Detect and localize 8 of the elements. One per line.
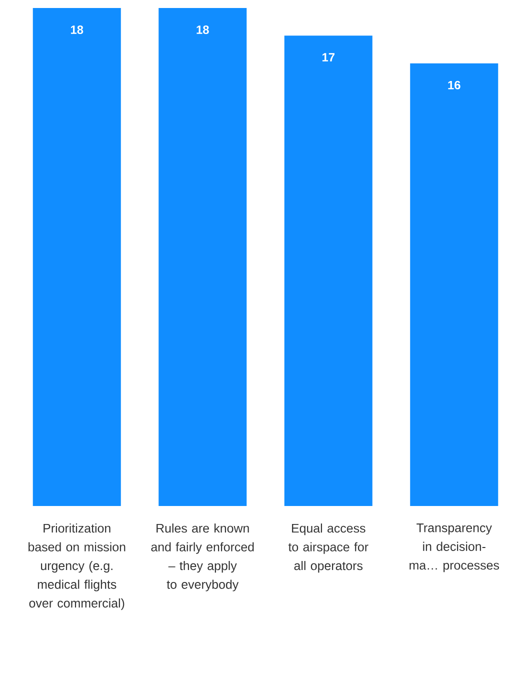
x-tick-label: Rules are known and fairly enforced – they apply to everybody bbox=[151, 524, 254, 592]
data-label: 17 bbox=[322, 53, 334, 62]
data-label: 16 bbox=[448, 80, 460, 90]
data-label: 18 bbox=[196, 26, 209, 34]
x-tick-label: Prioritization based on mission urgency (e.g. medical flights over commercial) bbox=[28, 524, 126, 610]
data-label: 18 bbox=[70, 26, 84, 34]
x-tick-label: Equal access to airspace for all operators bbox=[288, 524, 368, 573]
x-tick-label: Transparency in decision-ma… processes bbox=[410, 524, 499, 572]
